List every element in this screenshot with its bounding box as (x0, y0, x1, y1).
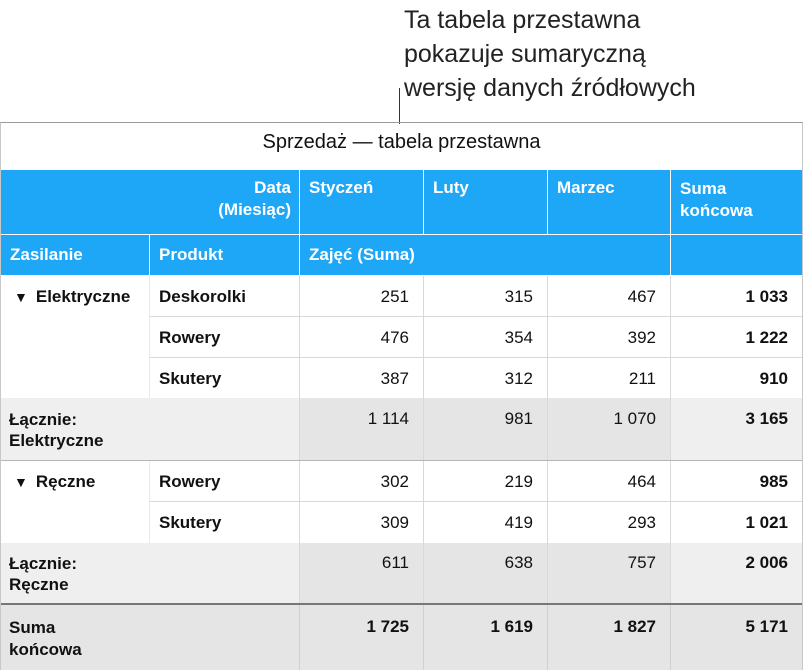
row-header-zasilanie[interactable]: Zasilanie (1, 235, 149, 275)
value-cell[interactable]: 467 (627, 287, 656, 306)
grid-line (670, 276, 671, 670)
callout-line-1: Ta tabela przestawna (404, 6, 641, 34)
date-header-line-1: Data (254, 178, 291, 197)
grand-total-cell[interactable]: 1 619 (424, 605, 547, 670)
grid-line (149, 276, 150, 670)
group-divider (1, 460, 802, 461)
col-header-suma-koncowa[interactable]: Suma końcowa (671, 170, 802, 234)
subtotal-total-cell[interactable]: 2 006 (671, 543, 802, 603)
subtotal-label-reczne: Łącznie: Ręczne (9, 554, 78, 594)
product-skutery: Skutery (159, 513, 222, 532)
grand-total-cell[interactable]: 1 725 (300, 605, 423, 670)
col-header-marzec[interactable]: Marzec (548, 170, 670, 234)
subtotal-label-cell (1, 398, 299, 460)
grand-total-label-cell (1, 605, 299, 670)
grand-total-total-cell[interactable]: 5 171 (671, 605, 802, 670)
value-field-header-total (671, 235, 802, 275)
row-total-cell[interactable]: 910 (759, 369, 788, 388)
value-cell[interactable]: 387 (380, 369, 409, 388)
value-cell[interactable]: 419 (504, 513, 533, 532)
grid-line (150, 357, 802, 358)
row-total-cell[interactable]: 1 222 (745, 328, 788, 347)
subtotal-cell[interactable]: 981 (424, 398, 547, 460)
table-title: Sprzedaż — tabela przestawna (262, 131, 541, 153)
value-cell[interactable]: 312 (504, 369, 533, 388)
subtotal-cell[interactable]: 638 (424, 543, 547, 603)
callout-line-2: pokazuje sumaryczną (404, 40, 646, 68)
subtotal-cell[interactable]: 757 (548, 543, 670, 603)
grid-line (150, 501, 802, 502)
pivot-table-frame[interactable] (0, 122, 803, 670)
value-cell[interactable]: 476 (380, 328, 409, 347)
collapse-triangle-icon[interactable]: ▼ (14, 474, 28, 490)
value-cell[interactable]: 354 (504, 328, 533, 347)
collapse-triangle-icon[interactable]: ▼ (14, 289, 28, 305)
callout-annotation: Ta tabela przestawna pokazuje sumaryczną… (404, 3, 794, 105)
subtotal-cell[interactable]: 611 (300, 543, 423, 603)
date-header-line-2: (Miesiąc) (218, 200, 291, 219)
product-deskorolki: Deskorolki (159, 287, 246, 306)
header-corner: Data (Miesiąc) (1, 170, 299, 234)
grid-line (299, 276, 300, 670)
value-cell[interactable]: 464 (627, 472, 656, 491)
grid-line (423, 276, 424, 670)
group-label-elektryczne[interactable]: ▼ Elektryczne (14, 287, 131, 306)
product-rowery: Rowery (159, 328, 221, 347)
callout-leader-line (399, 88, 400, 124)
col-header-styczen[interactable]: Styczeń (300, 170, 423, 234)
value-cell[interactable]: 219 (504, 472, 533, 491)
subtotal-total-cell[interactable]: 3 165 (671, 398, 802, 460)
grand-total-label: Suma końcowa (9, 618, 82, 659)
row-total-cell[interactable]: 1 021 (745, 513, 788, 532)
product-skutery: Skutery (159, 369, 222, 388)
subtotal-cell[interactable]: 1 070 (548, 398, 670, 460)
value-cell[interactable]: 392 (627, 328, 656, 347)
grid-line (547, 276, 548, 670)
grand-total-cell[interactable]: 1 827 (548, 605, 670, 670)
subtotal-label-cell (1, 543, 299, 603)
grid-line (670, 605, 671, 670)
value-cell[interactable]: 211 (628, 369, 656, 388)
row-total-cell[interactable]: 985 (759, 472, 788, 491)
grid-line (423, 605, 424, 670)
value-field-header[interactable]: Zajęć (Suma) (300, 235, 670, 275)
grid-line (547, 605, 548, 670)
group-divider (1, 603, 802, 605)
subtotal-label-elektryczne: Łącznie: Elektryczne (9, 410, 104, 450)
row-total-cell[interactable]: 1 033 (745, 287, 788, 306)
row-header-produkt[interactable]: Produkt (150, 235, 299, 275)
col-header-luty[interactable]: Luty (424, 170, 547, 234)
grid-line (150, 316, 802, 317)
callout-line-3: wersję danych źródłowych (404, 74, 696, 102)
subtotal-cell[interactable]: 1 114 (300, 398, 423, 460)
value-cell[interactable]: 251 (380, 287, 409, 306)
grid-line (299, 605, 300, 670)
value-cell[interactable]: 315 (504, 287, 533, 306)
product-rowery: Rowery (159, 472, 221, 491)
value-cell[interactable]: 302 (380, 472, 409, 491)
value-cell[interactable]: 293 (627, 513, 656, 532)
value-cell[interactable]: 309 (380, 513, 409, 532)
group-label-reczne[interactable]: ▼ Ręczne (14, 472, 96, 491)
